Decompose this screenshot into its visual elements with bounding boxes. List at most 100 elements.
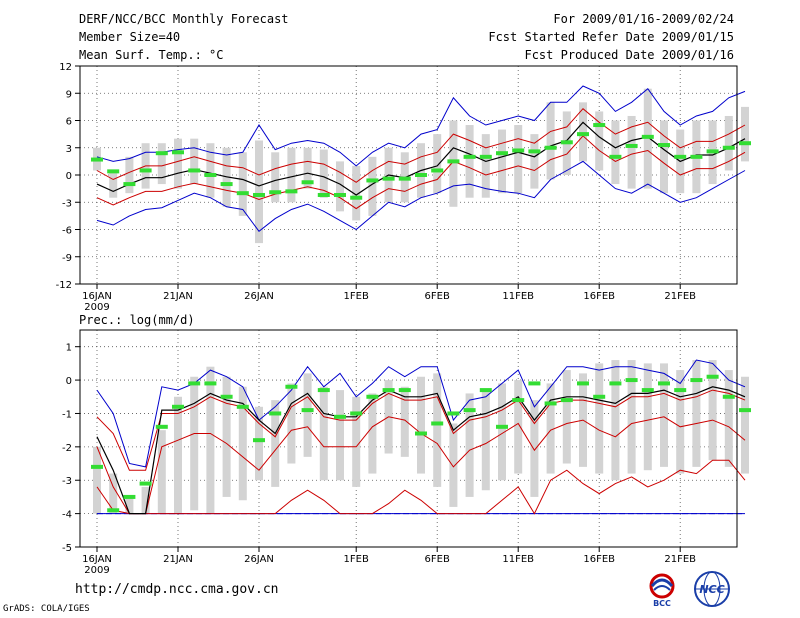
- temp-obs-marker: [496, 151, 508, 156]
- prec-box: [336, 390, 344, 481]
- temp-box: [498, 129, 506, 194]
- temp-ytick-label: 0: [66, 171, 72, 182]
- temp-ytick-label: -12: [56, 280, 72, 291]
- prec-obs-marker: [593, 394, 606, 399]
- temp-obs-marker: [236, 191, 249, 196]
- prec-obs-marker: [674, 388, 687, 393]
- temp-obs-marker: [560, 140, 573, 145]
- prec-envelope-upper: [96, 359, 746, 468]
- prec-box: [562, 370, 571, 464]
- prec-obs-marker: [123, 494, 136, 499]
- prec-xtick-label: 11FEB: [502, 554, 534, 565]
- prec-obs-marker: [382, 388, 395, 393]
- temp-obs-marker: [463, 154, 476, 159]
- temp-spread-upper: [96, 108, 746, 183]
- prec-box: [676, 370, 685, 474]
- prec-box: [627, 360, 636, 474]
- temp-box: [465, 125, 474, 198]
- forecast-period: For 2009/01/16-2009/02/24: [553, 12, 734, 26]
- prec-box: [368, 393, 377, 474]
- temp-obs-marker: [593, 123, 606, 128]
- temp-box: [627, 115, 636, 189]
- prec-box: [514, 380, 523, 474]
- temp-obs-marker: [739, 141, 751, 146]
- temp-xtick-label: 21FEB: [664, 291, 696, 302]
- member-size: Member Size=40: [79, 30, 181, 44]
- prec-spread-upper: [96, 389, 746, 471]
- prec-box: [449, 423, 458, 507]
- prec-box: [417, 376, 425, 474]
- temp-box: [368, 156, 377, 216]
- prec-obs-marker: [236, 404, 249, 409]
- temp-envelope-lower: [96, 160, 746, 233]
- temp-obs-marker: [706, 149, 719, 154]
- temp-box: [206, 143, 215, 198]
- temp-obs-marker: [269, 190, 282, 195]
- temp-year-label: 2009: [84, 302, 109, 313]
- prec-ytick-label: -5: [62, 543, 72, 554]
- chart-title: DERF/NCC/BCC Monthly Forecast: [79, 12, 289, 26]
- temp-box: [319, 149, 328, 198]
- temp-obs-marker: [415, 173, 427, 177]
- temp-obs-marker: [317, 192, 330, 197]
- temp-obs-marker: [625, 143, 638, 148]
- prec-box: [238, 386, 247, 501]
- prec-box: [611, 360, 620, 481]
- prec-obs-marker: [91, 464, 103, 469]
- temp-box: [238, 152, 247, 216]
- produced-date: Fcst Produced Date 2009/01/16: [524, 48, 734, 62]
- temp-obs-marker: [722, 145, 735, 150]
- temp-obs-marker: [334, 192, 346, 197]
- temp-obs-marker: [350, 195, 363, 200]
- temp-obs-marker: [674, 154, 687, 159]
- temp-xtick-label: 6FEB: [425, 291, 450, 302]
- prec-box: [303, 373, 312, 457]
- prec-ytick-label: -1: [62, 409, 72, 420]
- prec-obs-marker: [301, 408, 314, 413]
- prec-obs-marker: [139, 481, 152, 486]
- temp-ytick-label: 3: [66, 144, 72, 155]
- temp-box: [352, 165, 361, 221]
- temp-obs-marker: [204, 173, 217, 177]
- footer-url[interactable]: http://cmdp.ncc.cma.gov.cn: [75, 582, 279, 597]
- temp-obs-marker: [285, 189, 298, 194]
- prec-box: [93, 446, 101, 514]
- prec-obs-marker: [544, 401, 557, 406]
- temp-ytick-label: 9: [66, 89, 72, 100]
- temp-box: [336, 161, 344, 212]
- prec-box: [643, 363, 652, 471]
- prec-ensemble-mean: [96, 386, 746, 515]
- prec-xtick-label: 26JAN: [244, 554, 274, 565]
- prec-obs-marker: [317, 388, 330, 393]
- temp-box: [190, 138, 199, 185]
- prec-obs-marker: [690, 378, 703, 383]
- prec-obs-marker: [577, 381, 589, 386]
- prec-box: [546, 383, 555, 474]
- prec-box: [287, 383, 296, 464]
- variable-label: Mean Surf. Temp.: °C: [79, 48, 224, 62]
- temp-obs-marker: [609, 154, 622, 159]
- temp-box: [660, 120, 668, 194]
- prec-obs-marker: [739, 408, 751, 413]
- prec-obs-marker: [560, 398, 573, 403]
- temp-obs-marker: [220, 182, 233, 187]
- temp-box: [125, 156, 134, 194]
- temp-xtick-label: 11FEB: [502, 291, 534, 302]
- temp-obs-marker: [107, 169, 120, 174]
- temp-obs-marker: [658, 143, 670, 148]
- prec-obs-marker: [107, 508, 120, 513]
- prec-xtick-label: 21JAN: [163, 554, 193, 565]
- temp-box: [579, 102, 587, 162]
- temp-box: [741, 106, 749, 162]
- temp-box: [546, 102, 555, 180]
- prec-obs-marker: [398, 388, 411, 393]
- temp-ensemble-mean: [96, 121, 746, 196]
- prec-obs-marker: [625, 378, 638, 383]
- temp-envelope-upper: [96, 85, 746, 167]
- temp-obs-marker: [690, 154, 703, 159]
- temp-obs-marker: [188, 168, 201, 173]
- temp-ytick-label: 6: [66, 117, 72, 128]
- prec-box: [530, 400, 539, 497]
